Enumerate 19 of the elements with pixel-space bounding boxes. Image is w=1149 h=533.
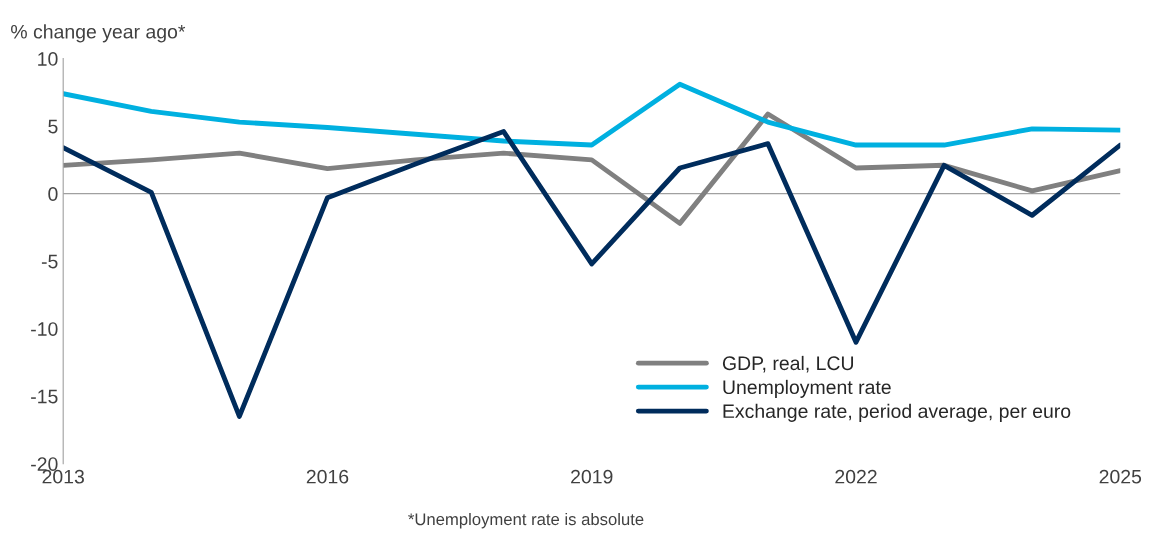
y-axis-title: % change year ago* (11, 24, 186, 43)
y-tick-label: 5 (48, 119, 58, 134)
y-tick-label: -20 (31, 457, 58, 471)
legend-label: Unemployment rate (723, 379, 891, 398)
y-tick-label: -15 (31, 389, 58, 404)
y-tick-label: -10 (31, 322, 58, 336)
line-series (63, 81, 1121, 148)
x-tick-label: 2025 (1099, 469, 1142, 484)
legend-label: GDP, real, LCU (722, 355, 854, 373)
legend-label: Exchange rate, period average, per euro (723, 403, 1071, 422)
line-series (63, 111, 1121, 226)
x-tick-label: 2013 (42, 469, 84, 484)
y-tick-label: -5 (41, 254, 58, 269)
x-tick-label: 2022 (835, 469, 877, 484)
text: *Unemployment rate is absolute (408, 512, 644, 529)
y-tick-label: 0 (48, 187, 58, 201)
x-tick-label: 2019 (571, 469, 613, 484)
x-tick-label: 2016 (306, 469, 349, 484)
y-tick-label: 10 (38, 52, 58, 66)
